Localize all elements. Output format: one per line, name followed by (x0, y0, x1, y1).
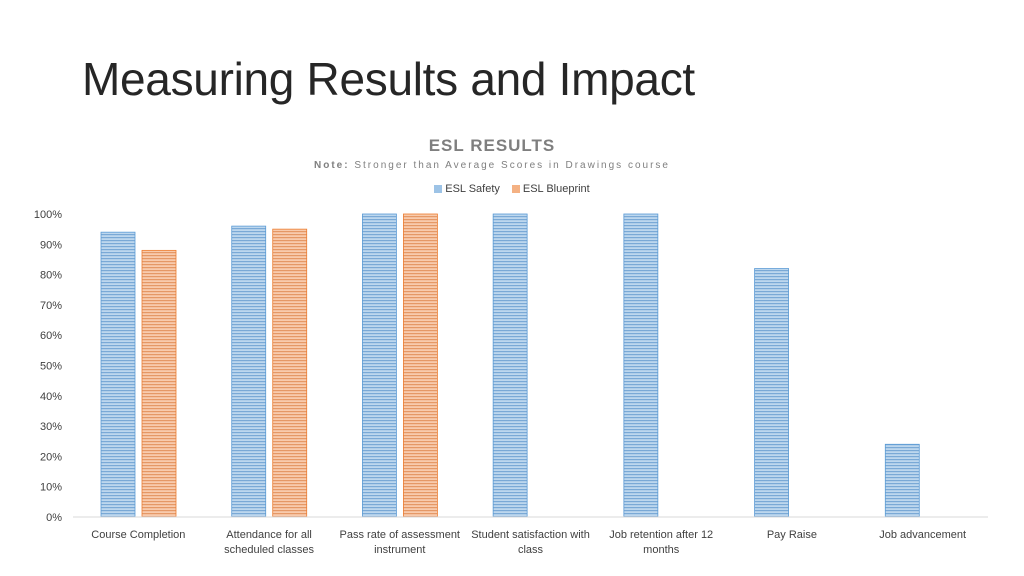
y-tick-label: 50% (40, 361, 62, 373)
bar-esl-blueprint (403, 213, 438, 518)
slide-title: Measuring Results and Impact (82, 53, 695, 105)
chart-title: ESL RESULTS (428, 136, 556, 155)
y-tick-label: 20% (40, 451, 62, 463)
bars (100, 213, 920, 518)
bar-esl-blueprint (272, 228, 308, 518)
legend-label-esl-blueprint: ESL Blueprint (522, 183, 590, 195)
bar-esl-safety (231, 225, 267, 518)
y-axis-tick-labels: 0% 10% 20% 30% 40% 50% 60% 70% 80% 90% 100% (34, 209, 62, 524)
x-category-label: Job retention after 12 months (609, 529, 713, 556)
y-tick-label: 60% (40, 330, 62, 342)
x-category-label: Course Completion (91, 529, 185, 541)
bar-esl-safety (754, 268, 789, 518)
y-tick-label: 100% (34, 209, 62, 221)
chart-subtitle-text: Stronger than Average Scores in Drawings… (354, 160, 670, 171)
y-tick-label: 0% (46, 512, 62, 524)
x-category-label: Pass rate of assessment instrument (340, 529, 460, 556)
x-category-label: Student satisfaction with class (471, 529, 590, 556)
legend-item-esl-safety: ESL Safety (434, 183, 500, 195)
chart-legend: ESL Safety ESL Blueprint (0, 183, 1024, 195)
bar-esl-safety (100, 231, 136, 518)
y-tick-label: 10% (40, 482, 62, 494)
chart-subtitle-prefix: Note: (314, 160, 350, 171)
bar-esl-safety (884, 443, 920, 518)
y-tick-label: 30% (40, 421, 62, 433)
chart-subtitle: Note: Stronger than Average Scores in Dr… (0, 160, 984, 171)
x-axis-category-labels: Course Completion Attendance for all sched… (91, 529, 966, 556)
legend-item-esl-blueprint: ESL Blueprint (511, 183, 590, 195)
x-category-label: Job advancement (879, 529, 966, 541)
x-category-label: Pay Raise (767, 529, 817, 541)
y-tick-label: 80% (40, 270, 62, 282)
legend-label-esl-safety: ESL Safety (445, 183, 500, 195)
x-category-label: Attendance for all scheduled classes (224, 529, 314, 556)
y-tick-label: 40% (40, 391, 62, 403)
bar-esl-blueprint (141, 249, 177, 518)
y-tick-label: 90% (40, 239, 62, 251)
bar-esl-safety (492, 213, 528, 518)
legend-swatch-esl-safety (434, 185, 443, 193)
bar-esl-safety (362, 213, 397, 518)
legend-swatch-esl-blueprint (511, 185, 520, 193)
bar-esl-safety (623, 213, 659, 518)
y-tick-label: 70% (40, 300, 62, 312)
